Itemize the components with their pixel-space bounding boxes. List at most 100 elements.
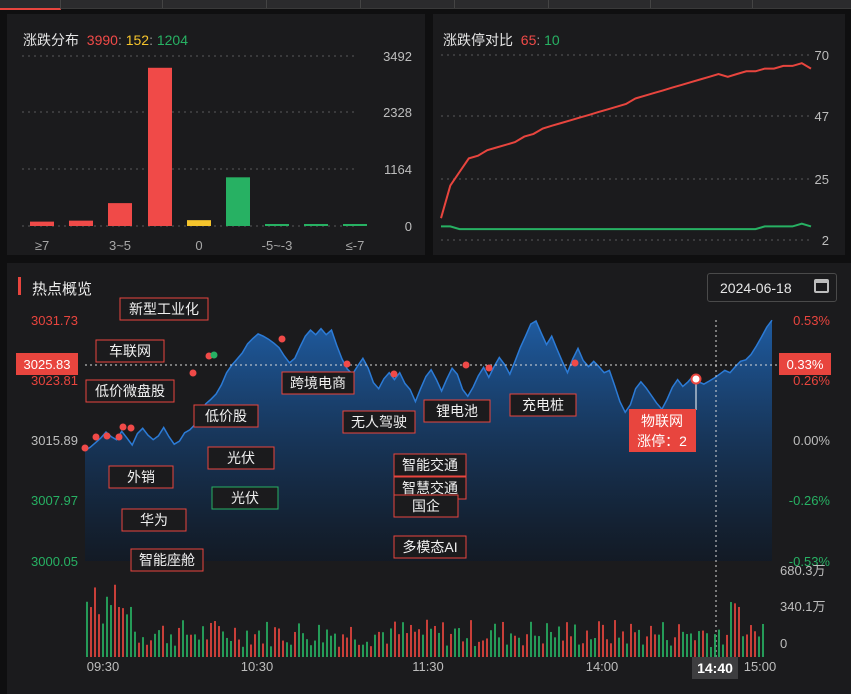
event-label-text: 国企 (412, 498, 440, 514)
volume-bar (438, 632, 440, 657)
volume-bar (450, 633, 452, 657)
volume-bar (602, 624, 604, 657)
bar (69, 220, 93, 226)
volume-bar (694, 640, 696, 657)
limit-line-chart: 70 47 25 2 (440, 48, 829, 248)
volume-bar (674, 637, 676, 657)
y-tick-label: 3492 (383, 49, 412, 64)
event-label-box (121, 508, 187, 532)
volume-bar (214, 621, 216, 657)
volume-bar (182, 620, 184, 657)
current-pct-text: 0.33% (787, 357, 824, 372)
bar (108, 203, 132, 226)
volume-bar (718, 629, 720, 657)
volume-bar (242, 646, 244, 657)
volume-bar (462, 641, 464, 657)
limit-title: 涨跌停对比 65: 10 (443, 32, 560, 48)
volume-bar (554, 637, 556, 657)
calendar-icon[interactable] (814, 279, 829, 293)
left-y-tick: 3031.73 (31, 313, 78, 328)
volume-bar (566, 622, 568, 657)
volume-bar (422, 634, 424, 657)
rise-fall-distribution-panel: 涨跌分布 3990: 152: 1204 3492 2328 1164 0 ≥7 3~5 0… (7, 14, 425, 255)
volume-tick: 340.1万 (780, 599, 826, 614)
left-y-tick: 3000.05 (31, 554, 78, 569)
volume-bar (118, 607, 120, 657)
event-dot (343, 360, 351, 368)
tab[interactable] (362, 0, 455, 8)
volume-bar (478, 641, 480, 657)
event-label-text: 光伏 (227, 450, 255, 466)
event-dot (390, 370, 398, 378)
volume-bar (474, 646, 476, 657)
volume-bar (170, 634, 172, 657)
series-line (441, 222, 812, 231)
volume-bar (178, 627, 180, 657)
volume-bar (406, 633, 408, 657)
volume-bar (614, 620, 616, 657)
right-y-tick: 0.53% (793, 313, 830, 328)
volume-bar (690, 633, 692, 657)
volume-bar (250, 644, 252, 657)
volume-bar (726, 634, 728, 657)
volume-bar (742, 636, 744, 657)
left-y-tick: 3015.89 (31, 433, 78, 448)
flat-count: 152 (125, 32, 150, 48)
right-y-tick: 0.00% (793, 433, 830, 448)
event-label-text: 跨境电商 (290, 375, 346, 391)
event-dot (119, 423, 127, 431)
bar (187, 220, 211, 226)
volume-bar (398, 634, 400, 657)
left-y-tick: 3023.81 (31, 373, 78, 388)
volume-bar (534, 635, 536, 657)
volume-bar (538, 636, 540, 657)
tab[interactable] (652, 0, 753, 8)
x-tick-label: 09:30 (87, 659, 120, 674)
date-picker[interactable]: 2024-06-18 (707, 273, 837, 302)
volume-bar (294, 631, 296, 657)
tab[interactable] (456, 0, 549, 8)
volume-bar (686, 634, 688, 657)
volume-bar (714, 634, 716, 657)
volume-bar (642, 644, 644, 657)
volume-bar (562, 640, 564, 657)
volume-bar (302, 633, 304, 657)
volume-bar (678, 624, 680, 657)
tab-active[interactable] (0, 0, 61, 10)
volume-bar (258, 630, 260, 657)
volume-bar (458, 628, 460, 657)
volume-bar (654, 634, 656, 657)
tab[interactable] (550, 0, 651, 8)
volume-bar (270, 646, 272, 657)
hot-overview-title: 热点概览 (32, 281, 93, 298)
tab[interactable] (164, 0, 267, 8)
volume-bar (346, 637, 348, 657)
event-label-box (509, 393, 577, 417)
event-dot (81, 444, 89, 452)
volume-bar (274, 627, 276, 657)
volume-bar (126, 614, 128, 657)
tab[interactable] (754, 0, 851, 8)
volume-bar (626, 643, 628, 657)
volume-bar (650, 625, 652, 657)
volume-bar (662, 622, 664, 657)
volume-bar (606, 639, 608, 657)
volume-bar (226, 637, 228, 657)
event-label-text: 低价股 (205, 408, 247, 424)
volume-bar (98, 614, 100, 657)
event-label-box (108, 465, 174, 489)
event-label-text: 低价微盘股 (95, 383, 165, 399)
volume-bar (610, 643, 612, 657)
tab[interactable] (62, 0, 163, 8)
volume-bar (350, 626, 352, 657)
y-tick-label: 0 (405, 219, 412, 234)
volume-bar (402, 622, 404, 657)
y-tick-label: 2328 (383, 105, 412, 120)
date-value: 2024-06-18 (720, 280, 792, 296)
volume-bar (634, 632, 636, 657)
y-tick-label: 1164 (384, 162, 412, 177)
volume-bar (414, 631, 416, 657)
tab[interactable] (268, 0, 361, 8)
event-label-text: 光伏 (231, 490, 259, 506)
y-tick-label: 47 (815, 109, 829, 124)
